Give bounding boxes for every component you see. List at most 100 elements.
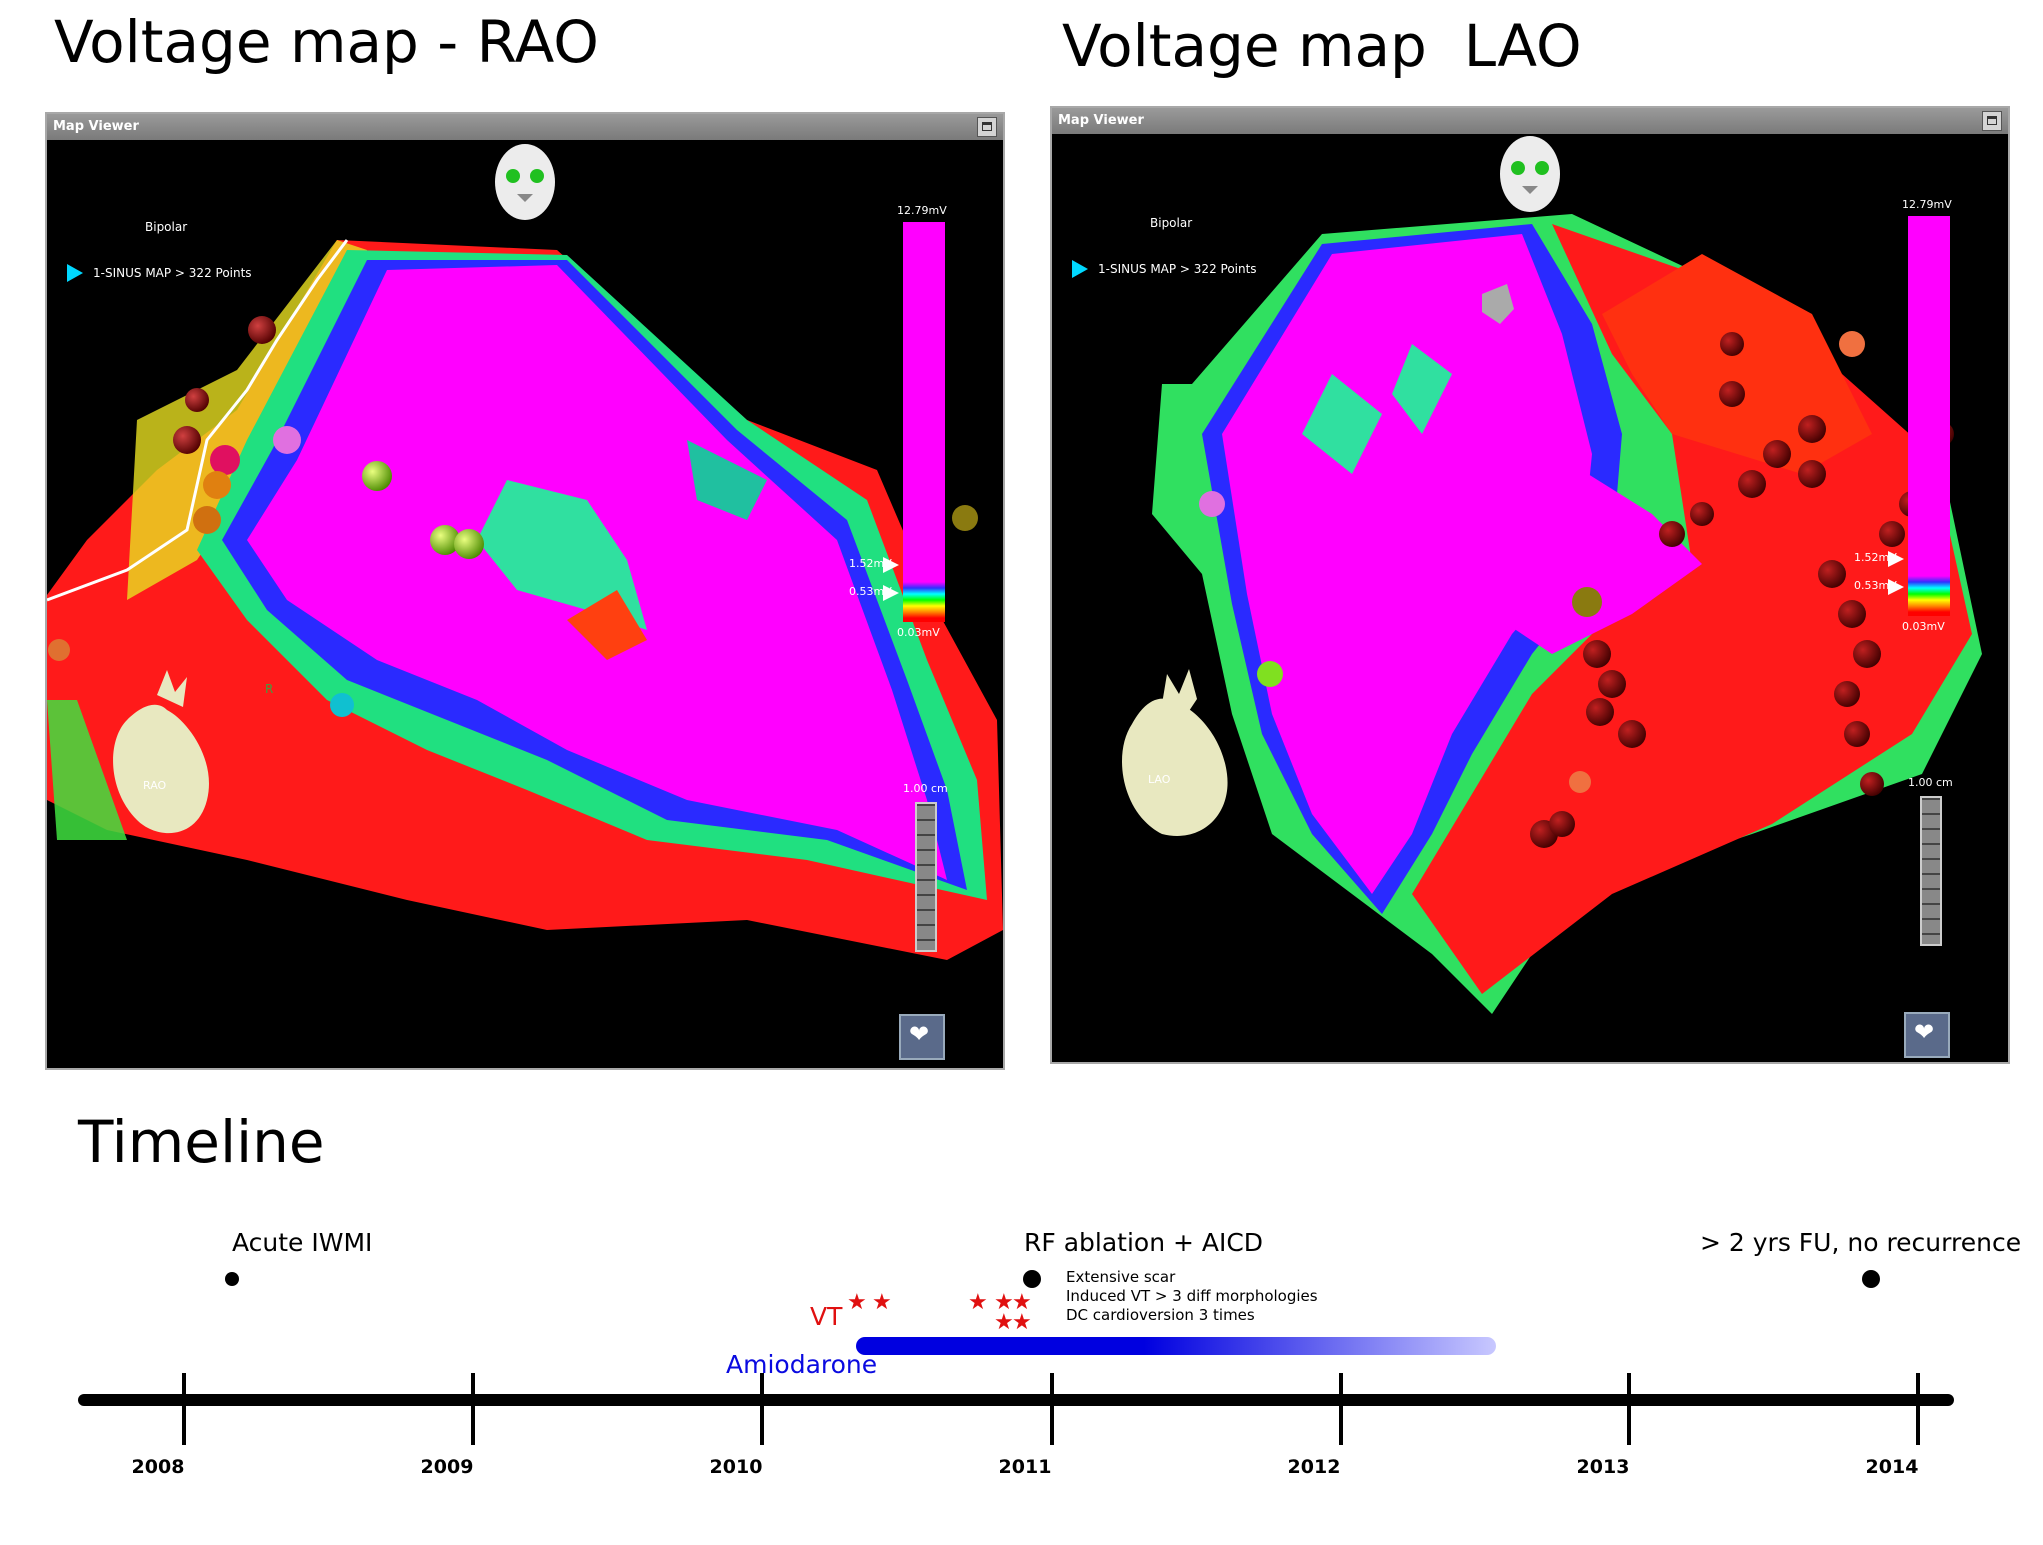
lao-play-icon[interactable] [1072, 260, 1088, 278]
rao-mode-label: Bipolar [145, 220, 188, 234]
year-ticks [182, 1373, 1920, 1445]
ablation-note: DC cardioversion 3 times [1066, 1306, 1255, 1324]
rao-ruler-label: 1.00 cm [903, 782, 948, 795]
lao-lesion-marker [1257, 661, 1283, 687]
rao-islet [687, 440, 767, 520]
svg-text:★: ★ [1012, 1310, 1032, 1335]
orientation-face-icon [1500, 136, 1560, 212]
rao-color-scale-bar[interactable] [903, 222, 945, 622]
lao-map-name[interactable]: 1-SINUS MAP > 322 Points [1098, 262, 1257, 276]
event-dot-ablation [1023, 1270, 1041, 1288]
lao-gray-marker [1482, 284, 1514, 324]
rao-inner-scar [477, 480, 647, 630]
rao-map-name[interactable]: 1-SINUS MAP > 322 Points [93, 266, 252, 280]
year-label: 2014 [1865, 1456, 1919, 1478]
lao-scale-min: 0.03mV [1902, 620, 1945, 633]
lao-window-title: Map Viewer [1058, 113, 1144, 128]
rao-voltage-map[interactable] [47, 140, 1003, 1068]
rao-window-title: Map Viewer [53, 119, 139, 134]
lao-threshold-low: 0.53mV [1854, 579, 1897, 592]
rao-lesion-marker [430, 525, 460, 555]
lao-panel-title: Voltage map LAO [1062, 12, 1582, 80]
rao-threshold-low-handle[interactable] [883, 585, 899, 601]
rao-inner-scar-core [567, 590, 647, 660]
rao-lesion-marker [185, 388, 209, 412]
event-dot-iwmi [225, 1272, 239, 1286]
rao-heart-model-icon [113, 670, 209, 834]
lao-view-label: LAO [1148, 773, 1171, 786]
rao-lesion-marker [193, 506, 221, 534]
lao-lesion-marker [1569, 771, 1591, 793]
lao-healthy-tissue [1222, 234, 1592, 894]
rao-title-bar[interactable]: Map Viewer [47, 114, 1003, 140]
rao-view-label: RAO [143, 779, 167, 792]
rao-lesion-marker [48, 639, 70, 661]
year-label: 2013 [1576, 1456, 1630, 1478]
rao-play-icon[interactable] [67, 264, 83, 282]
rao-heart-view-button[interactable] [899, 1014, 945, 1060]
vt-episode-stars: ★ ★ ★ ★★ ★★ [847, 1290, 1032, 1335]
lao-voltage-map[interactable] [1052, 134, 2008, 1062]
rao-lesion-marker [454, 529, 484, 559]
year-label: 2012 [1287, 1456, 1341, 1478]
lao-map-viewer[interactable]: Map Viewer [1050, 106, 2010, 1064]
year-label: 2011 [998, 1456, 1052, 1478]
rao-map-viewer[interactable]: Map Viewer [45, 112, 1005, 1070]
lao-threshold-high-handle[interactable] [1888, 551, 1904, 567]
lao-ruler-scale [1920, 796, 1942, 946]
rao-lesion-marker [173, 426, 201, 454]
rao-ruler-scale [915, 802, 937, 952]
event-label-ablation: RF ablation + AICD [1024, 1228, 1264, 1257]
lao-maximize-button[interactable] [1982, 111, 2002, 131]
lao-color-scale-bar[interactable] [1908, 216, 1950, 616]
rao-lesion-marker [273, 426, 301, 454]
rao-lesion-marker [203, 471, 231, 499]
lao-threshold-high: 1.52mV [1854, 551, 1897, 564]
timeline-title: Timeline [78, 1108, 325, 1176]
rao-scale-max: 12.79mV [897, 204, 947, 217]
lao-title-bar[interactable]: Map Viewer [1052, 108, 2008, 134]
rao-lesion-marker [248, 316, 276, 344]
svg-text:★: ★ [1012, 1290, 1032, 1315]
ablation-notes: Extensive scar Induced VT > 3 diff morph… [1066, 1268, 1318, 1325]
lao-lesion-marker [1839, 331, 1865, 357]
rao-marker-r: R [265, 682, 274, 696]
timeline-graphic: ★ ★ ★ ★★ ★★ [78, 1270, 1954, 1445]
svg-text:★: ★ [994, 1290, 1014, 1315]
year-label: 2009 [420, 1456, 474, 1478]
event-dot-followup [1862, 1270, 1880, 1288]
amiodarone-bar [856, 1337, 1496, 1355]
amiodarone-label: Amiodarone [726, 1350, 878, 1379]
rao-lesion-marker [362, 461, 392, 491]
svg-text:★: ★ [872, 1290, 892, 1315]
rao-lesion-marker [330, 693, 354, 717]
lao-mode-label: Bipolar [1150, 216, 1193, 230]
lao-lesion-marker [1572, 587, 1602, 617]
lao-healthy-tissue-right [1472, 464, 1702, 654]
rao-border-zone-green [47, 700, 127, 840]
lao-heart-view-button[interactable] [1904, 1012, 1950, 1058]
event-label-iwmi: Acute IWMI [232, 1228, 373, 1257]
lao-lesion-marker [1199, 491, 1225, 517]
svg-text:★: ★ [968, 1290, 988, 1315]
rao-threshold-high: 1.52mV [849, 557, 892, 570]
rao-lesion-marker [210, 445, 240, 475]
vt-label: VT [810, 1302, 843, 1331]
rao-threshold-high-handle[interactable] [883, 557, 899, 573]
ablation-note: Extensive scar [1066, 1268, 1176, 1286]
rao-panel-title: Voltage map - RAO [54, 8, 599, 76]
rao-maximize-button[interactable] [977, 117, 997, 137]
lao-scale-max: 12.79mV [1902, 198, 1952, 211]
rao-threshold-low: 0.53mV [849, 585, 892, 598]
lao-border-zone-islet [1392, 344, 1452, 434]
ablation-note: Induced VT > 3 diff morphologies [1066, 1287, 1318, 1305]
lao-threshold-low-handle[interactable] [1888, 579, 1904, 595]
rao-annotation-line [47, 239, 349, 602]
lao-border-zone-islet [1302, 374, 1382, 474]
event-label-followup: > 2 yrs FU, no recurrence [1700, 1228, 2022, 1257]
rao-scale-min: 0.03mV [897, 626, 940, 639]
lao-heart-model-icon [1122, 669, 1228, 836]
lao-ruler-label: 1.00 cm [1908, 776, 1953, 789]
lao-ablation-lesions [1530, 332, 1954, 848]
svg-text:★: ★ [994, 1310, 1014, 1335]
